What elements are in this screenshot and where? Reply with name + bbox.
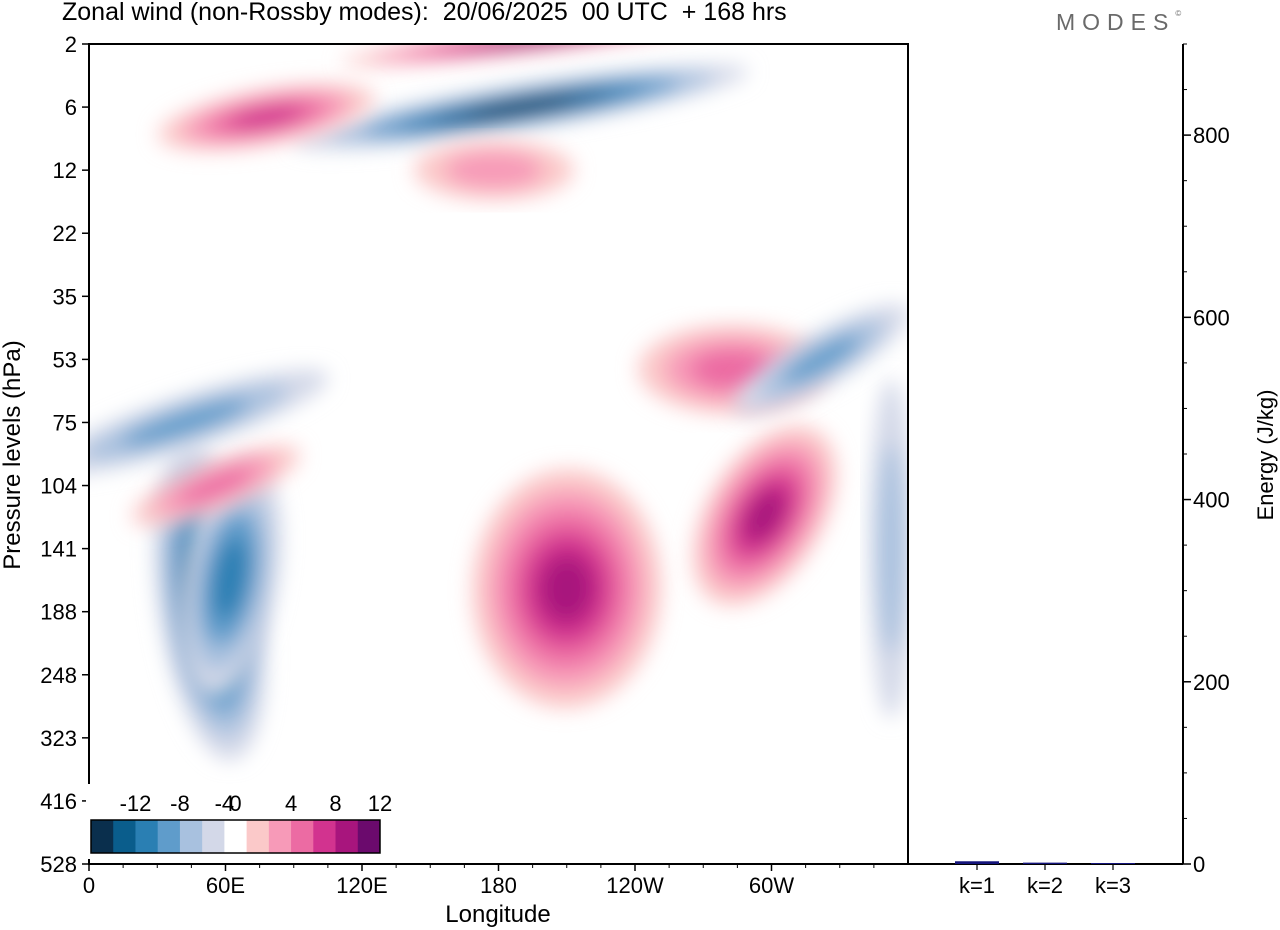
wind-anomaly-easterly bbox=[89, 369, 329, 475]
contour-level-5 bbox=[744, 489, 786, 542]
colorbar-swatch bbox=[313, 820, 337, 853]
x-tick-label: 180 bbox=[480, 873, 517, 898]
y-tick-label: 2 bbox=[65, 32, 77, 57]
y-axis-label: Pressure levels (hPa) bbox=[0, 340, 26, 569]
energy-category-label: k=1 bbox=[959, 873, 995, 898]
x-tick-label: 60E bbox=[206, 873, 245, 898]
energy-category-label: k=3 bbox=[1095, 873, 1131, 898]
wind-anomaly-westerly bbox=[471, 468, 662, 709]
modes-logo: MODES© bbox=[1056, 9, 1181, 36]
colorbar-swatch bbox=[135, 820, 159, 853]
colorbar-tick-label: -4 bbox=[215, 791, 235, 816]
colorbar-swatch bbox=[268, 820, 292, 853]
y-tick-label: 75 bbox=[53, 410, 77, 435]
energy-bar-k3 bbox=[1091, 863, 1135, 864]
colorbar-swatch bbox=[224, 820, 248, 853]
logo-mark: © bbox=[1175, 9, 1182, 18]
contour-level-2 bbox=[371, 44, 709, 62]
colorbar-tick-label: 12 bbox=[368, 791, 392, 816]
energy-tick-label: 400 bbox=[1193, 488, 1230, 513]
heatmap-field bbox=[89, 44, 908, 761]
contour-level-3 bbox=[121, 399, 249, 446]
y-tick-label: 22 bbox=[53, 221, 77, 246]
contour-level-3 bbox=[401, 44, 679, 58]
contour-level-3 bbox=[178, 467, 254, 504]
colorbar-swatch bbox=[202, 820, 225, 853]
y-tick-label: 248 bbox=[40, 663, 77, 688]
colorbar-tick-label: 4 bbox=[285, 791, 297, 816]
x-tick-label: 0 bbox=[83, 873, 95, 898]
y-tick-label: 35 bbox=[53, 284, 77, 309]
energy-bar-k1 bbox=[955, 861, 999, 864]
energy-axis-label: Energy (J/kg) bbox=[1253, 390, 1278, 521]
contour-level-2 bbox=[444, 151, 544, 189]
colorbar-swatch bbox=[179, 820, 203, 853]
energy-bar-chart: 0 200 400 600 800 Energy (J/kg) k=1 k=2 k=3 bbox=[908, 43, 1278, 898]
y-tick-label: 6 bbox=[65, 95, 77, 120]
wind-anomaly-easterly bbox=[733, 304, 908, 415]
energy-tick-label: 200 bbox=[1193, 670, 1230, 695]
y-tick-label: 12 bbox=[53, 158, 77, 183]
contour-level-2 bbox=[877, 443, 905, 654]
energy-bar-k2 bbox=[1023, 862, 1067, 864]
contour-level-4 bbox=[228, 105, 305, 129]
colorbar-swatch bbox=[91, 820, 114, 853]
x-tick-label: 120W bbox=[606, 873, 664, 898]
contour-level-5 bbox=[539, 554, 594, 623]
wind-anomaly-westerly bbox=[692, 425, 837, 606]
chart-title: Zonal wind (non-Rossby modes): 20/06/202… bbox=[62, 0, 787, 26]
colorbar-tick-label: 0 bbox=[229, 791, 241, 816]
contour-level-4 bbox=[212, 537, 249, 620]
contour-level-3 bbox=[782, 335, 861, 384]
y-tick-label: 188 bbox=[40, 600, 77, 625]
logo-text: MODES bbox=[1056, 9, 1176, 35]
energy-tick-label: 800 bbox=[1193, 123, 1230, 148]
wind-anomaly-westerly bbox=[341, 44, 739, 66]
colorbar-swatch bbox=[291, 820, 314, 853]
wind-anomaly-westerly bbox=[131, 445, 300, 526]
x-tick-label: 120E bbox=[336, 873, 387, 898]
colorbar-tick-label: -12 bbox=[120, 791, 152, 816]
wind-anomaly-easterly bbox=[294, 65, 749, 150]
x-tick-label: 60W bbox=[749, 873, 794, 898]
x-axis-label: Longitude bbox=[445, 901, 550, 928]
contour-level-6 bbox=[466, 96, 577, 118]
wind-anomaly-westerly bbox=[413, 140, 574, 201]
colorbar-swatch bbox=[335, 820, 359, 853]
y-tick-label: 53 bbox=[53, 347, 77, 372]
y-tick-label: 323 bbox=[40, 726, 77, 751]
colorbar: -12 -8 -40 4 8 12 bbox=[86, 784, 392, 859]
y-tick-label: 104 bbox=[40, 474, 77, 499]
energy-tick-label: 600 bbox=[1193, 305, 1230, 330]
colorbar-tick-label: 8 bbox=[329, 791, 341, 816]
colorbar-swatch bbox=[157, 820, 181, 853]
y-tick-label: 141 bbox=[40, 537, 77, 562]
colorbar-swatch bbox=[246, 820, 270, 853]
y-tick-label: 528 bbox=[40, 852, 77, 877]
wind-anomaly-westerly bbox=[158, 83, 375, 151]
wind-anomaly-easterly bbox=[869, 378, 908, 719]
contour-level-1 bbox=[341, 44, 739, 66]
wind-anomaly-easterly bbox=[178, 460, 282, 698]
colorbar-swatch bbox=[113, 820, 136, 853]
colorbar-frame bbox=[90, 819, 381, 854]
colorbar-swatch bbox=[357, 820, 381, 853]
colorbar-tick-label: -8 bbox=[170, 791, 190, 816]
energy-tick-label: 0 bbox=[1193, 852, 1205, 877]
y-tick-label: 416 bbox=[40, 789, 77, 814]
contour-level-4 bbox=[431, 44, 649, 54]
energy-category-label: k=2 bbox=[1027, 873, 1063, 898]
